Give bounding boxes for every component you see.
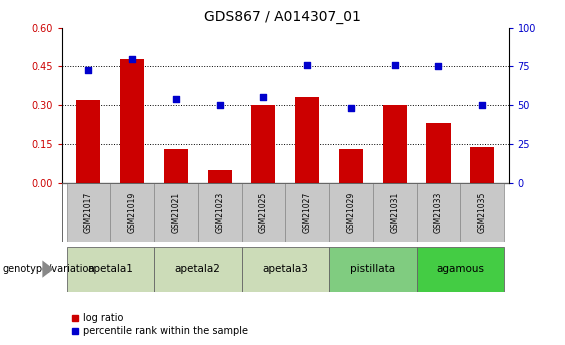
Point — [84, 67, 93, 72]
Point — [346, 106, 355, 111]
Text: genotype/variation: genotype/variation — [3, 264, 95, 274]
Bar — [242, 183, 285, 242]
Bar — [416, 247, 504, 292]
Text: GSM21023: GSM21023 — [215, 191, 224, 233]
Bar — [329, 183, 373, 242]
Bar — [427, 123, 450, 183]
Bar — [154, 183, 198, 242]
Point — [171, 96, 180, 102]
Point — [303, 62, 312, 68]
Point — [128, 56, 137, 61]
Bar — [470, 147, 494, 183]
Point — [434, 63, 443, 69]
Bar — [208, 170, 232, 183]
Bar — [373, 183, 416, 242]
Bar — [339, 149, 363, 183]
Bar — [251, 105, 276, 183]
Bar — [416, 183, 460, 242]
Bar — [198, 183, 242, 242]
Point — [259, 95, 268, 100]
Bar — [164, 149, 188, 183]
Text: apetala3: apetala3 — [262, 264, 308, 274]
Bar — [295, 97, 319, 183]
Bar — [110, 183, 154, 242]
Polygon shape — [42, 260, 54, 278]
Point — [390, 62, 399, 68]
Bar — [329, 247, 416, 292]
Bar — [67, 183, 110, 242]
Text: agamous: agamous — [436, 264, 484, 274]
Text: GSM21019: GSM21019 — [128, 191, 137, 233]
Point — [215, 102, 224, 108]
Text: GSM21027: GSM21027 — [303, 191, 312, 233]
Bar — [383, 105, 407, 183]
Text: GSM21031: GSM21031 — [390, 191, 399, 233]
Bar — [120, 59, 144, 183]
Text: GDS867 / A014307_01: GDS867 / A014307_01 — [204, 10, 361, 24]
Point — [478, 102, 487, 108]
Bar — [76, 100, 101, 183]
Bar — [154, 247, 242, 292]
Bar — [460, 183, 504, 242]
Text: apetala1: apetala1 — [88, 264, 133, 274]
Text: pistillata: pistillata — [350, 264, 396, 274]
Text: GSM21029: GSM21029 — [346, 191, 355, 233]
Text: GSM21033: GSM21033 — [434, 191, 443, 233]
Text: GSM21017: GSM21017 — [84, 191, 93, 233]
Text: GSM21021: GSM21021 — [171, 191, 180, 233]
Text: apetala2: apetala2 — [175, 264, 221, 274]
Text: GSM21035: GSM21035 — [478, 191, 486, 233]
Bar — [67, 247, 154, 292]
Text: GSM21025: GSM21025 — [259, 191, 268, 233]
Bar — [285, 183, 329, 242]
Bar — [242, 247, 329, 292]
Legend: log ratio, percentile rank within the sample: log ratio, percentile rank within the sa… — [67, 309, 251, 340]
